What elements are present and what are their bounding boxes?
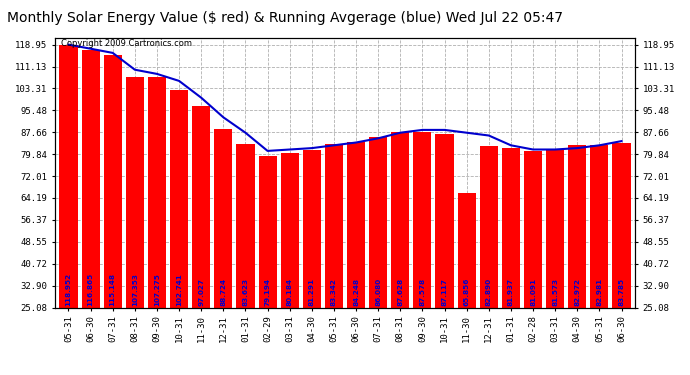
Text: 87.117: 87.117 [442,278,448,306]
Bar [347,142,365,308]
Bar [192,106,210,307]
Text: 83.623: 83.623 [242,278,248,306]
Bar [126,77,144,308]
Text: 83.785: 83.785 [618,278,624,306]
Text: 79.194: 79.194 [264,278,270,306]
Bar [568,146,586,308]
Bar [391,132,409,308]
Text: 81.091: 81.091 [530,278,536,306]
Bar [435,134,453,308]
Text: 107.353: 107.353 [132,273,138,306]
Bar [281,153,299,308]
Text: 84.248: 84.248 [353,278,359,306]
Bar [457,194,475,308]
Bar [480,146,498,308]
Bar [148,77,166,308]
Text: 81.291: 81.291 [309,278,315,306]
Text: 107.275: 107.275 [154,273,160,306]
Bar [59,45,77,308]
Bar [237,144,255,308]
Text: 83.342: 83.342 [331,278,337,306]
Text: 88.724: 88.724 [220,278,226,306]
Text: 87.578: 87.578 [420,278,426,306]
Text: 81.937: 81.937 [508,278,514,306]
Bar [259,156,277,308]
Bar [104,55,122,308]
Bar [81,51,99,308]
Text: 82.981: 82.981 [596,278,602,306]
Text: 115.148: 115.148 [110,273,116,306]
Text: 86.080: 86.080 [375,278,381,306]
Text: 87.628: 87.628 [397,278,404,306]
Bar [170,90,188,308]
Bar [591,146,609,308]
Text: 118.952: 118.952 [66,273,72,306]
Text: 82.890: 82.890 [486,278,492,306]
Text: 65.856: 65.856 [464,278,470,306]
Text: 82.972: 82.972 [574,278,580,306]
Bar [369,136,387,308]
Text: Monthly Solar Energy Value ($ red) & Running Avgerage (blue) Wed Jul 22 05:47: Monthly Solar Energy Value ($ red) & Run… [7,11,563,25]
Text: 97.027: 97.027 [198,278,204,306]
Bar [303,150,321,308]
Bar [215,129,233,308]
Bar [613,143,631,308]
Bar [413,132,431,308]
Text: 116.865: 116.865 [88,273,94,306]
Text: 81.573: 81.573 [552,278,558,306]
Bar [502,148,520,308]
Bar [325,144,343,308]
Text: Copyright 2009 Cartronics.com: Copyright 2009 Cartronics.com [61,39,192,48]
Text: 80.184: 80.184 [286,278,293,306]
Text: 102.741: 102.741 [176,273,182,306]
Bar [524,151,542,308]
Bar [546,149,564,308]
